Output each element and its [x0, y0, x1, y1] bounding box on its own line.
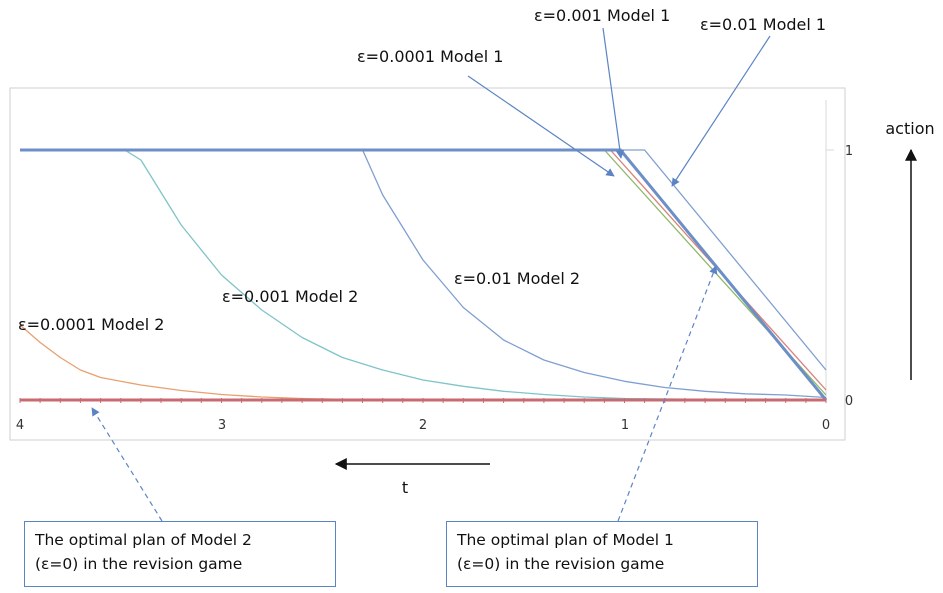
x-tick-label-2: 2 [419, 418, 427, 433]
callout-box-model2: The optimal plan of Model 2 (ε=0) in the… [24, 521, 336, 587]
y-axis-label: action [885, 119, 934, 138]
annotation-eps0001-model2: ε=0.001 Model 2 [222, 287, 358, 306]
x-tick-label-1: 1 [621, 418, 629, 433]
callout-box-model1: The optimal plan of Model 1 (ε=0) in the… [446, 521, 758, 587]
x-tick-label-3: 3 [218, 418, 226, 433]
x-tick-label-0: 0 [822, 418, 830, 433]
x-axis-label: t [402, 478, 408, 497]
plot-frame [10, 88, 845, 440]
x-tick-label-4: 4 [16, 418, 24, 433]
callout-model2-line1: The optimal plan of Model 2 [35, 528, 325, 552]
callout-model1-line1: The optimal plan of Model 1 [457, 528, 747, 552]
x-axis-tick-marks [20, 398, 826, 403]
callout-model1-line2: (ε=0) in the revision game [457, 552, 747, 576]
annotation-eps001-model1: ε=0.01 Model 1 [700, 15, 826, 34]
callout-model2-line2: (ε=0) in the revision game [35, 552, 325, 576]
annotation-eps00001-model2: ε=0.0001 Model 2 [18, 315, 164, 334]
y-tick-label-1: 1 [845, 144, 853, 159]
annotation-eps00001-model1: ε=0.0001 Model 1 [357, 47, 503, 66]
annotation-eps001-model2: ε=0.01 Model 2 [454, 269, 580, 288]
y-tick-label-0: 0 [845, 394, 853, 409]
annotation-eps0001-model1: ε=0.001 Model 1 [534, 6, 670, 25]
